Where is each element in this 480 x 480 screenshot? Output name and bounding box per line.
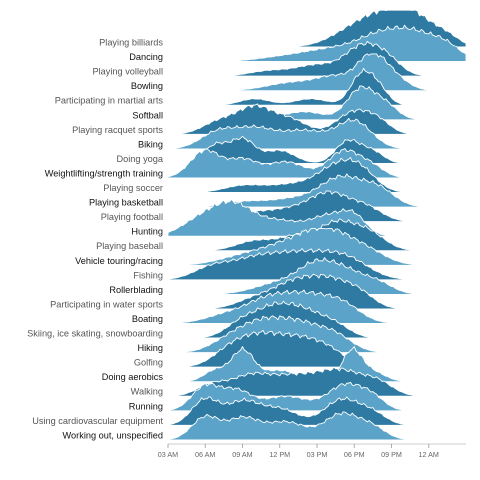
activity-label-11: Playing soccer <box>103 183 163 193</box>
activity-label-1: Playing billiards <box>99 38 163 48</box>
activity-label-26: Running <box>129 401 163 411</box>
activity-label-15: Playing baseball <box>96 241 163 251</box>
x-tick-label-8: 12 AM <box>419 450 439 459</box>
activity-label-16: Vehicle touring/racing <box>75 256 163 266</box>
activity-label-27: Using cardiovascular equipment <box>32 416 163 426</box>
activity-label-layer: Playing billiards Dancing Playing volleyba… <box>27 38 164 441</box>
ridge-25 <box>167 366 467 397</box>
ridge-19 <box>167 273 467 310</box>
ridge-9 <box>167 135 467 164</box>
x-tick-label-4: 12 PM <box>269 450 290 459</box>
activity-label-25: Walking <box>131 387 163 397</box>
x-tick-label-5: 03 PM <box>307 450 328 459</box>
ridge-20 <box>167 289 467 324</box>
activity-label-18: Rollerblading <box>109 285 163 295</box>
activity-label-5: Participating in martial arts <box>55 96 164 106</box>
activity-label-2: Dancing <box>129 52 163 62</box>
activity-label-7: Playing racquet sports <box>72 125 163 135</box>
activity-label-23: Golfing <box>134 358 163 368</box>
activity-label-4: Bowling <box>131 81 163 91</box>
ridge-14 <box>167 198 467 237</box>
activity-label-17: Fishing <box>133 270 163 280</box>
activity-label-13: Playing football <box>101 212 163 222</box>
activity-label-24: Doing aerobics <box>102 372 164 382</box>
x-tick-label-3: 09 AM <box>232 450 252 459</box>
activity-label-28: Working out, unspecified <box>63 430 163 440</box>
ridge-11 <box>167 157 467 193</box>
x-tick-label-2: 06 AM <box>195 450 215 459</box>
activity-label-6: Softball <box>132 110 163 120</box>
activity-label-20: Boating <box>132 314 163 324</box>
x-tick-label-1: 03 AM <box>158 450 178 459</box>
x-axis: 03 AM 06 AM 09 AM 12 PM 03 PM 06 PM 09 PM 12 AM <box>158 443 466 459</box>
activity-label-22: Hiking <box>137 343 163 353</box>
activity-label-19: Participating in water sports <box>50 299 163 309</box>
x-tick-label-6: 06 PM <box>344 450 365 459</box>
activity-label-8: Biking <box>138 139 163 149</box>
ridge-2 <box>167 24 467 62</box>
activity-label-14: Hunting <box>131 227 163 237</box>
activity-label-10: Weightlifting/strength training <box>45 169 163 179</box>
ridge-28 <box>167 411 467 441</box>
ridge-7 <box>167 103 467 135</box>
ridge-4 <box>167 53 467 92</box>
activity-label-21: Skiing, ice skating, snowboarding <box>27 329 163 339</box>
ridge-5 <box>167 67 467 106</box>
activity-label-12: Playing basketball <box>89 198 163 208</box>
ridge-layer <box>167 9 467 441</box>
ridge-16 <box>167 227 467 266</box>
activity-label-3: Playing volleyball <box>93 67 163 77</box>
ridge-10 <box>167 148 467 179</box>
activity-label-9: Doing yoga <box>117 154 164 164</box>
x-tick-label-7: 09 PM <box>381 450 402 459</box>
